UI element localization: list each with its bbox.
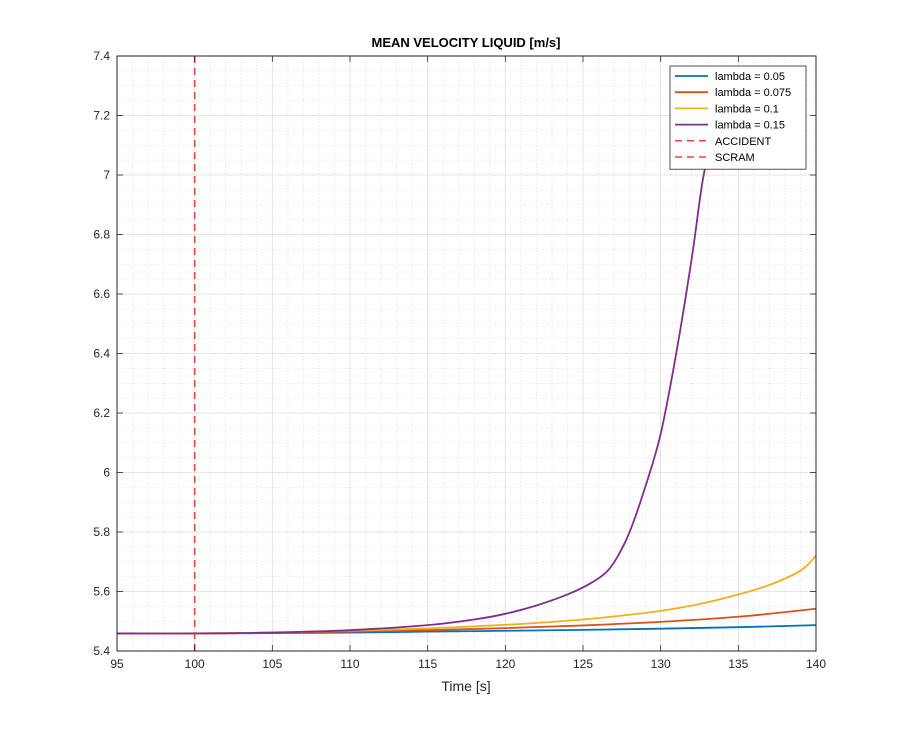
y-tick-label: 6.2: [93, 406, 110, 420]
y-tick-label: 5.4: [93, 644, 110, 658]
x-tick-label: 125: [573, 657, 593, 671]
x-tick-label: 140: [806, 657, 826, 671]
x-axis-label: Time [s]: [441, 678, 490, 694]
series-layer: [117, 56, 816, 651]
y-tick-label: 7: [103, 168, 110, 182]
x-tick-label: 95: [110, 657, 124, 671]
y-tick-label: 5.6: [93, 585, 110, 599]
x-tick-label: 115: [418, 657, 437, 671]
y-tick-label: 6: [103, 466, 110, 480]
y-tick-label: 7.4: [93, 49, 110, 63]
legend-box: [669, 65, 807, 170]
y-tick-label: 6.4: [93, 347, 110, 361]
legend-label: lambda = 0.15: [715, 120, 785, 132]
legend-label: lambda = 0.1: [715, 103, 779, 115]
chart-title: MEAN VELOCITY LIQUID [m/s]: [372, 35, 561, 50]
x-tick-label: 110: [340, 657, 359, 671]
ticks: 95 100 105 110 115 120 125 130 135 140 5.4 5.6 5.8 6 6…: [93, 49, 826, 671]
x-tick-label: 135: [728, 657, 748, 671]
series-line-3: [117, 139, 713, 635]
y-tick-label: 6.8: [93, 228, 110, 242]
legend-label: SCRAM: [715, 152, 755, 164]
legend-label: lambda = 0.075: [715, 87, 791, 99]
x-tick-label: 105: [262, 657, 282, 671]
y-tick-label: 5.8: [93, 525, 110, 539]
x-tick-label: 100: [185, 657, 205, 671]
y-tick-label: 7.2: [93, 109, 110, 123]
legend-label: ACCIDENT: [715, 136, 772, 148]
legend-label: lambda = 0.05: [715, 71, 785, 83]
y-tick-label: 6.6: [93, 287, 110, 301]
x-tick-label: 130: [651, 657, 671, 671]
x-tick-label: 120: [495, 657, 515, 671]
legend: lambda = 0.05 lambda = 0.075 lambda = 0.1 l…: [669, 65, 807, 170]
